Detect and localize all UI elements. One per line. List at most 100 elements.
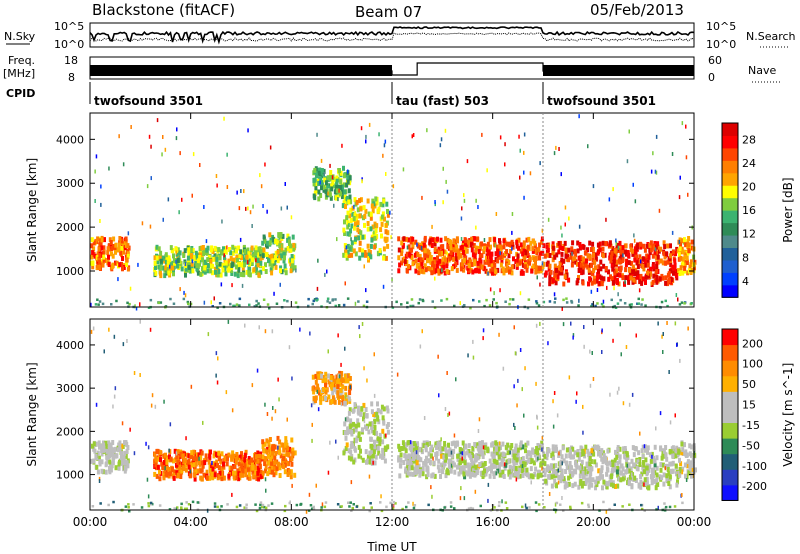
echo-cell (201, 463, 205, 469)
echo-cell (620, 470, 624, 476)
echo-cell (243, 249, 247, 255)
echo-speck (218, 474, 220, 479)
echo-cell (289, 261, 293, 267)
echo-cell (362, 412, 366, 418)
echo-cell (407, 237, 411, 243)
echo-cell (408, 460, 412, 466)
echo-cell (464, 444, 468, 450)
echo-cell (373, 443, 376, 449)
echo-speck (113, 334, 116, 339)
echo-cell (473, 442, 477, 447)
echo-cell (576, 449, 580, 454)
echo-speck (515, 351, 517, 356)
echo-cell (234, 459, 238, 465)
y-axis-label: Slant Range [km] (25, 158, 39, 262)
echo-cell (176, 449, 180, 455)
echo-speck (258, 506, 262, 510)
echo-cell (240, 451, 243, 457)
echo-cell (467, 239, 470, 245)
echo-cell (598, 241, 602, 247)
echo-cell (286, 445, 290, 451)
echo-speck (498, 441, 501, 446)
echo-cell (198, 252, 202, 258)
echo-cell (414, 258, 418, 264)
echo-speck (241, 283, 244, 288)
echo-cell (106, 458, 110, 464)
echo-cell (520, 245, 524, 250)
echo-cell (667, 471, 671, 477)
echo-cell (258, 453, 262, 459)
echo-cell (381, 452, 385, 458)
echo-cell (646, 259, 650, 265)
echo-cell (331, 395, 335, 401)
echo-cell (328, 192, 332, 198)
echo-cell (683, 268, 687, 274)
echo-cell (124, 453, 128, 459)
echo-cell (358, 255, 362, 261)
echo-cell (274, 238, 278, 244)
echo-cell (276, 435, 280, 441)
echo-speck (316, 286, 319, 291)
echo-cell (290, 437, 294, 443)
echo-cell (512, 460, 516, 466)
echo-cell (91, 250, 95, 256)
echo-speck (260, 184, 263, 189)
echo-speck (608, 507, 611, 511)
echo-cell (378, 437, 382, 443)
echo-speck (331, 175, 334, 180)
echo-cell (636, 459, 640, 465)
echo-cell (675, 471, 678, 477)
echo-cell (370, 421, 374, 427)
echo-speck (307, 509, 311, 512)
echo-speck (685, 124, 687, 129)
echo-cell (631, 445, 635, 451)
echo-speck (644, 304, 647, 307)
echo-cell (593, 278, 597, 284)
echo-cell (659, 467, 663, 473)
echo-cell (208, 464, 212, 470)
echo-cell (125, 262, 129, 267)
echo-speck (294, 301, 298, 304)
echo-cell (233, 470, 237, 476)
echo-cell (429, 453, 433, 459)
echo-speck (474, 489, 477, 494)
echo-cell (254, 266, 258, 272)
echo-speck (434, 202, 436, 207)
echo-cell (586, 448, 590, 454)
echo-speck (345, 245, 348, 250)
echo-cell (311, 386, 315, 392)
echo-cell (335, 175, 339, 181)
echo-cell (211, 249, 215, 254)
echo-cell (352, 216, 356, 221)
echo-speck (472, 355, 475, 360)
echo-cell (362, 205, 366, 211)
echo-speck (516, 403, 518, 408)
echo-speck (460, 486, 462, 491)
echo-cell (500, 258, 504, 264)
echo-cell (339, 378, 343, 384)
echo-cell (261, 470, 265, 476)
echo-speck (357, 300, 360, 303)
echo-speck (509, 298, 512, 301)
echo-cell (326, 175, 330, 181)
echo-speck (486, 168, 488, 173)
echo-cell (415, 460, 419, 466)
echo-speck (652, 151, 654, 156)
echo-cell (243, 463, 247, 469)
echo-speck (519, 175, 521, 180)
echo-cell (461, 240, 465, 246)
echo-speck (453, 507, 456, 510)
echo-cell (638, 279, 642, 285)
echo-cell (519, 459, 523, 465)
echo-cell (243, 262, 247, 268)
echo-cell (324, 371, 328, 377)
echo-speck (396, 372, 399, 377)
echo-cell (317, 176, 321, 182)
echo-cell (589, 459, 593, 464)
echo-cell (571, 446, 575, 452)
echo-cell (414, 450, 417, 456)
echo-cell (401, 242, 405, 248)
echo-cell (175, 454, 179, 460)
echo-cell (92, 458, 96, 464)
echo-speck (311, 438, 313, 443)
